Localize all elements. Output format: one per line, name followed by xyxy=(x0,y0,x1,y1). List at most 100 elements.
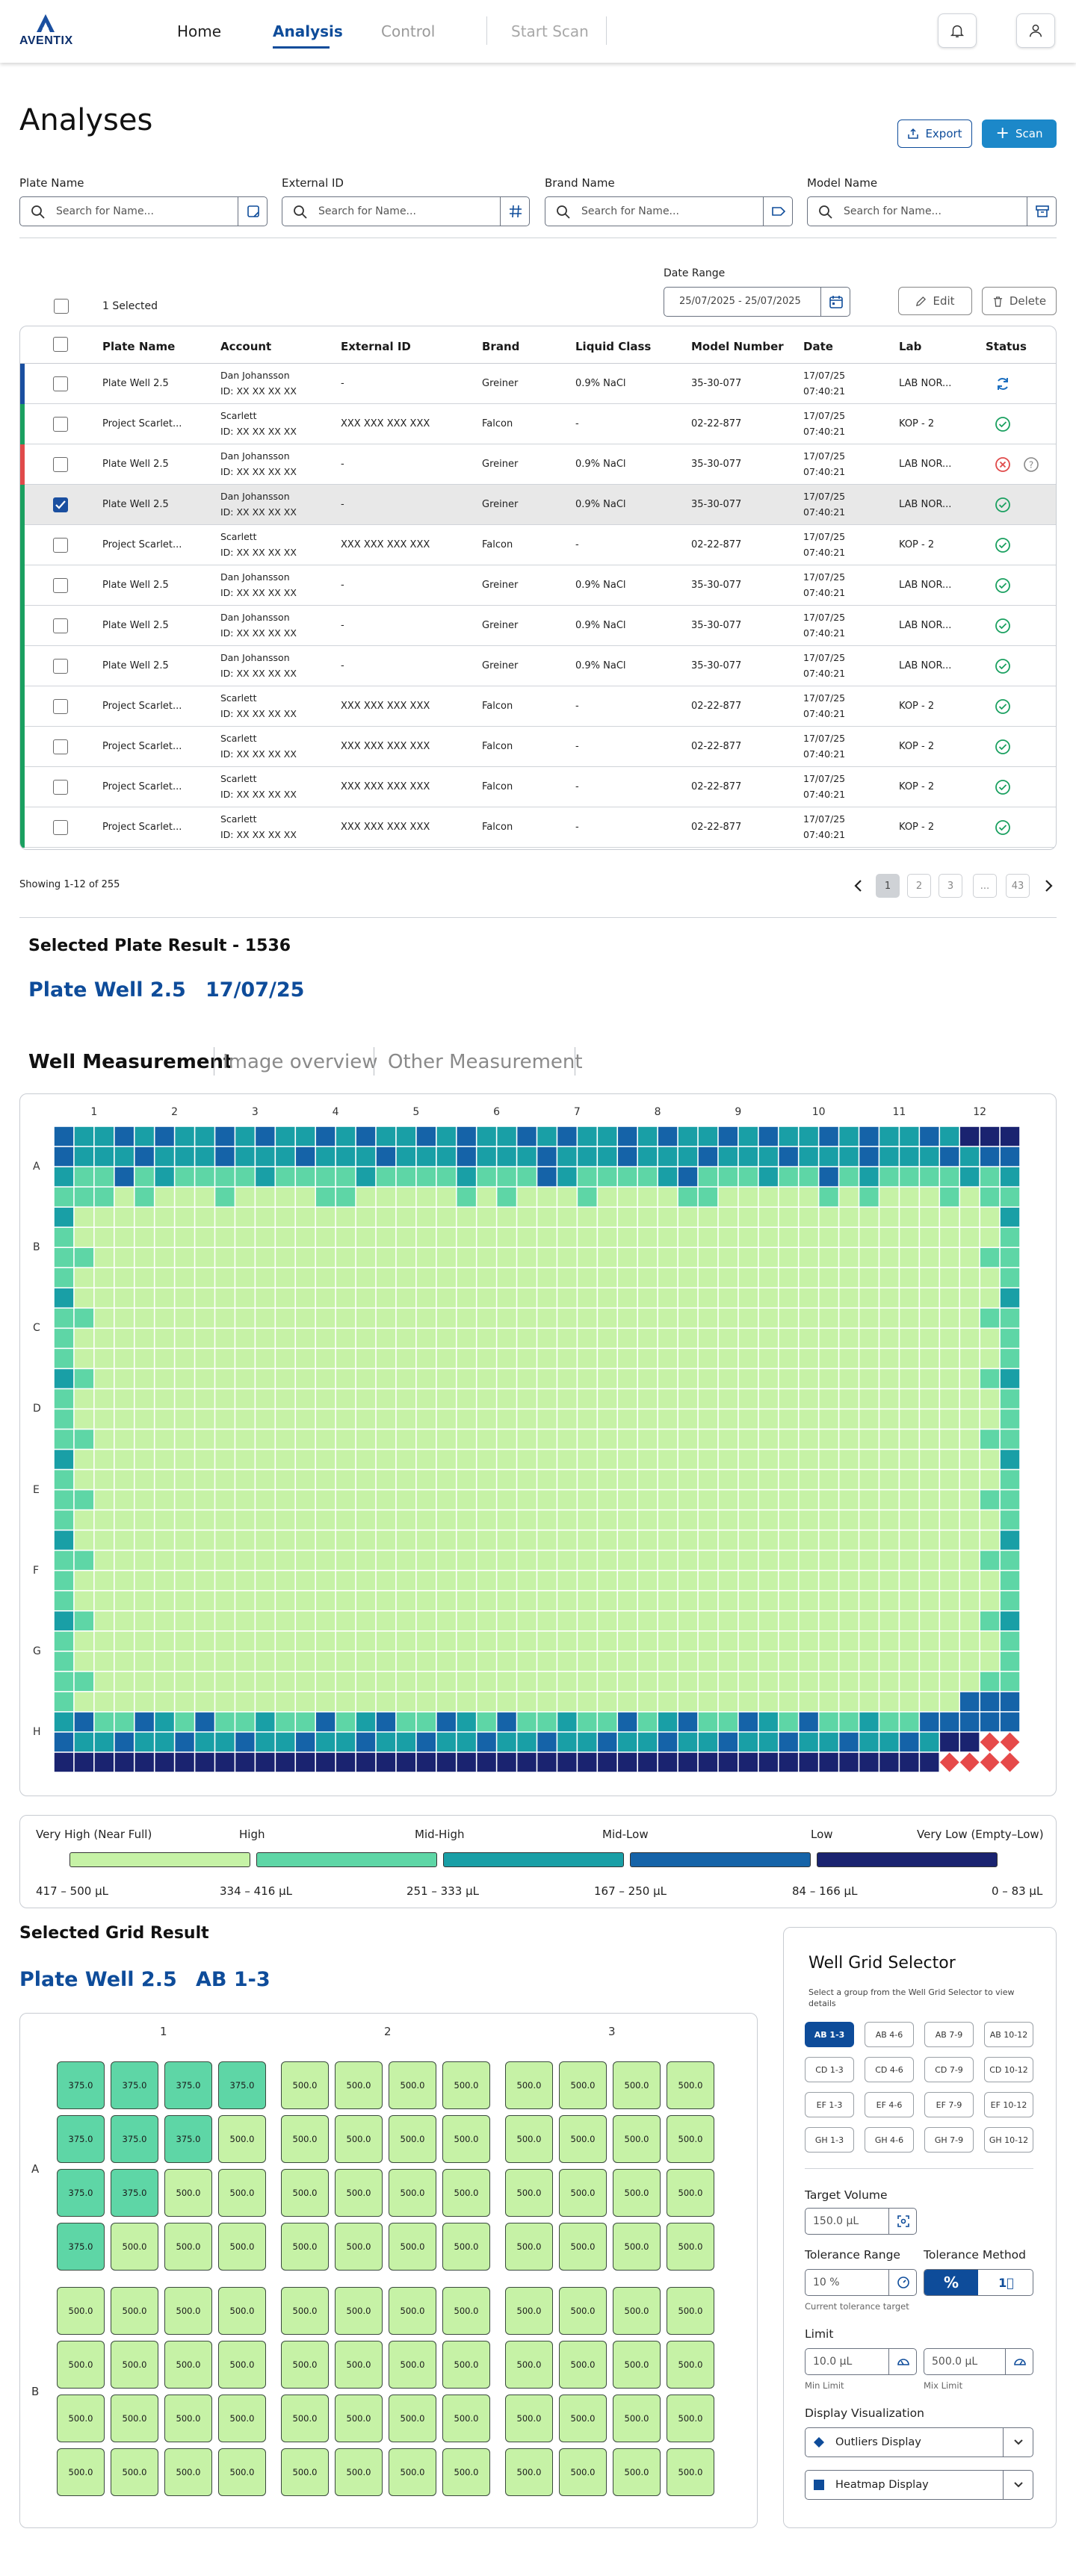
heatmap-well[interactable] xyxy=(537,1309,557,1328)
heatmap-well[interactable] xyxy=(356,1591,376,1610)
heatmap-well[interactable] xyxy=(276,1430,295,1449)
heatmap-well[interactable] xyxy=(698,1631,718,1651)
heatmap-well[interactable] xyxy=(436,1146,456,1167)
heatmap-well[interactable] xyxy=(537,1389,557,1409)
heatmap-well[interactable] xyxy=(658,1409,678,1429)
outlier-well[interactable] xyxy=(939,1752,959,1772)
heatmap-well[interactable] xyxy=(376,1389,396,1409)
heatmap-well[interactable] xyxy=(698,1510,718,1530)
heatmap-well[interactable] xyxy=(315,1409,336,1429)
heatmap-well[interactable] xyxy=(637,1571,658,1590)
heatmap-well[interactable] xyxy=(598,1672,617,1692)
heatmap-well[interactable] xyxy=(477,1288,496,1308)
nav-start-scan[interactable]: Start Scan xyxy=(511,22,589,40)
heatmap-well[interactable] xyxy=(155,1651,174,1672)
heatmap-well[interactable] xyxy=(959,1167,980,1187)
heatmap-well[interactable] xyxy=(256,1288,275,1308)
heatmap-well[interactable] xyxy=(758,1591,778,1610)
heatmap-well[interactable] xyxy=(74,1752,94,1772)
heatmap-well[interactable] xyxy=(779,1591,798,1610)
heatmap-well[interactable] xyxy=(557,1591,577,1610)
heatmap-well[interactable] xyxy=(315,1187,336,1207)
heatmap-well[interactable] xyxy=(315,1470,336,1489)
heatmap-well[interactable] xyxy=(618,1268,637,1288)
heatmap-well[interactable] xyxy=(477,1430,496,1449)
heatmap-well[interactable] xyxy=(859,1430,879,1449)
heatmap-well[interactable] xyxy=(1000,1430,1020,1449)
heatmap-well[interactable] xyxy=(819,1146,838,1167)
heatmap-well[interactable] xyxy=(598,1490,617,1509)
heatmap-well[interactable] xyxy=(859,1692,879,1712)
heatmap-well[interactable] xyxy=(74,1551,94,1570)
heatmap-well[interactable] xyxy=(879,1389,899,1409)
heatmap-well[interactable] xyxy=(598,1369,617,1388)
heatmap-well[interactable] xyxy=(799,1692,818,1712)
heatmap-well[interactable] xyxy=(637,1369,658,1388)
heatmap-well[interactable] xyxy=(457,1732,476,1752)
outlier-well[interactable] xyxy=(1000,1732,1020,1752)
heatmap-well[interactable] xyxy=(718,1268,738,1288)
grid-well-cell[interactable]: 375.0 xyxy=(57,2115,105,2163)
heatmap-well[interactable] xyxy=(718,1651,738,1672)
heatmap-well[interactable] xyxy=(175,1430,194,1449)
external-id-filter-button[interactable] xyxy=(500,196,530,226)
heatmap-well[interactable] xyxy=(336,1631,356,1651)
heatmap-well[interactable] xyxy=(94,1752,114,1772)
heatmap-well[interactable] xyxy=(517,1288,537,1308)
heatmap-well[interactable] xyxy=(517,1329,537,1348)
heatmap-well[interactable] xyxy=(900,1430,919,1449)
heatmap-well[interactable] xyxy=(256,1651,275,1672)
heatmap-well[interactable] xyxy=(920,1490,939,1509)
heatmap-well[interactable] xyxy=(175,1207,194,1227)
heatmap-well[interactable] xyxy=(839,1126,859,1146)
grid-well-cell[interactable]: 500.0 xyxy=(505,2061,553,2109)
heatmap-well[interactable] xyxy=(94,1490,114,1509)
heatmap-well[interactable] xyxy=(256,1207,275,1227)
heatmap-well[interactable] xyxy=(637,1591,658,1610)
heatmap-well[interactable] xyxy=(738,1389,758,1409)
heatmap-well[interactable] xyxy=(296,1510,315,1530)
heatmap-well[interactable] xyxy=(578,1490,597,1509)
heatmap-well[interactable] xyxy=(155,1732,174,1752)
heatmap-well[interactable] xyxy=(215,1409,235,1429)
heatmap-well[interactable] xyxy=(557,1611,577,1630)
heatmap-well[interactable] xyxy=(779,1369,798,1388)
heatmap-well[interactable] xyxy=(497,1490,516,1509)
heatmap-well[interactable] xyxy=(94,1227,114,1247)
heatmap-well[interactable] xyxy=(678,1227,698,1247)
heatmap-well[interactable] xyxy=(839,1631,859,1651)
heatmap-well[interactable] xyxy=(779,1651,798,1672)
grid-well-cell[interactable]: 500.0 xyxy=(57,2395,105,2442)
heatmap-well[interactable] xyxy=(900,1207,919,1227)
heatmap-well[interactable] xyxy=(578,1752,597,1772)
heatmap-well[interactable] xyxy=(779,1752,798,1772)
heatmap-well[interactable] xyxy=(598,1611,617,1630)
heatmap-well[interactable] xyxy=(336,1470,356,1489)
grid-group-button[interactable]: CD 4-6 xyxy=(865,2057,914,2082)
heatmap-well[interactable] xyxy=(195,1146,214,1167)
outlier-well[interactable] xyxy=(980,1752,1000,1772)
heatmap-well[interactable] xyxy=(698,1672,718,1692)
heatmap-well[interactable] xyxy=(959,1146,980,1167)
heatmap-well[interactable] xyxy=(155,1591,174,1610)
heatmap-well[interactable] xyxy=(396,1430,416,1449)
heatmap-well[interactable] xyxy=(658,1146,678,1167)
heatmap-well[interactable] xyxy=(678,1389,698,1409)
heatmap-well[interactable] xyxy=(779,1329,798,1348)
heatmap-well[interactable] xyxy=(356,1309,376,1328)
heatmap-well[interactable] xyxy=(195,1651,214,1672)
heatmap-well[interactable] xyxy=(819,1369,838,1388)
tab-image-overview[interactable]: Image overview xyxy=(223,1051,378,1073)
grid-well-cell[interactable]: 500.0 xyxy=(667,2061,714,2109)
heatmap-well[interactable] xyxy=(517,1450,537,1469)
heatmap-well[interactable] xyxy=(296,1591,315,1610)
heatmap-well[interactable] xyxy=(296,1450,315,1469)
heatmap-well[interactable] xyxy=(416,1369,436,1388)
heatmap-well[interactable] xyxy=(637,1187,658,1207)
heatmap-well[interactable] xyxy=(940,1450,959,1469)
heatmap-well[interactable] xyxy=(74,1329,94,1348)
heatmap-well[interactable] xyxy=(859,1752,879,1772)
heatmap-well[interactable] xyxy=(718,1389,738,1409)
heatmap-well[interactable] xyxy=(537,1349,557,1368)
heatmap-well[interactable] xyxy=(859,1268,879,1288)
